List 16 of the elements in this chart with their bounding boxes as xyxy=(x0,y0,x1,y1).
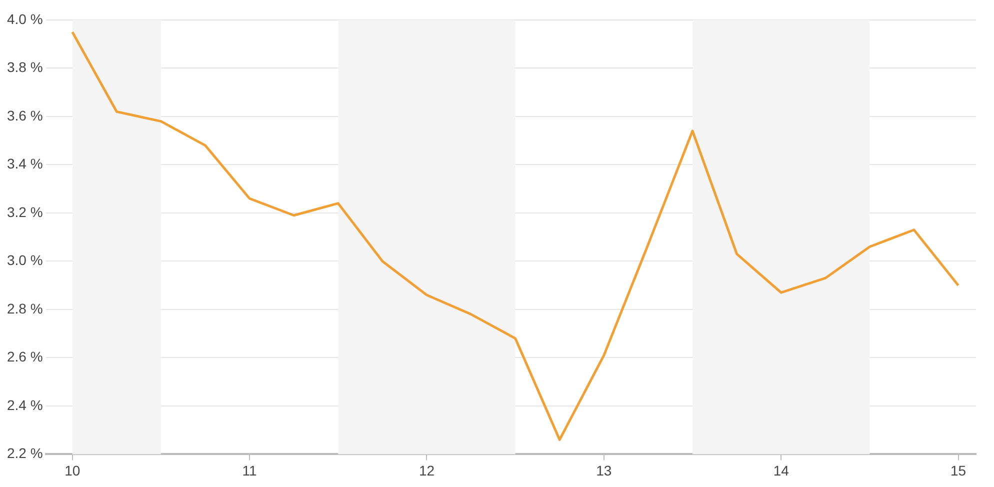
y-tick-label: 3.6 % xyxy=(6,107,43,124)
y-tick-label: 2.8 % xyxy=(6,300,43,316)
x-tick-label: 15 xyxy=(950,462,966,478)
y-tick-label: 2.6 % xyxy=(6,348,43,365)
y-tick-label: 3.0 % xyxy=(6,252,43,268)
y-tick-label: 2.4 % xyxy=(6,396,43,413)
y-tick-label: 3.2 % xyxy=(6,204,43,220)
y-tick-label: 3.4 % xyxy=(6,156,43,172)
y-tick-label: 4.0 % xyxy=(6,10,43,27)
x-tick-label: 13 xyxy=(596,462,612,478)
x-tick-label: 11 xyxy=(242,462,258,478)
y-tick-label: 2.2 % xyxy=(6,445,43,462)
x-tick-label: 14 xyxy=(773,462,790,478)
x-tick-label: 10 xyxy=(64,462,80,478)
y-tick-label: 3.8 % xyxy=(6,59,43,76)
x-tick-label: 12 xyxy=(418,462,435,478)
